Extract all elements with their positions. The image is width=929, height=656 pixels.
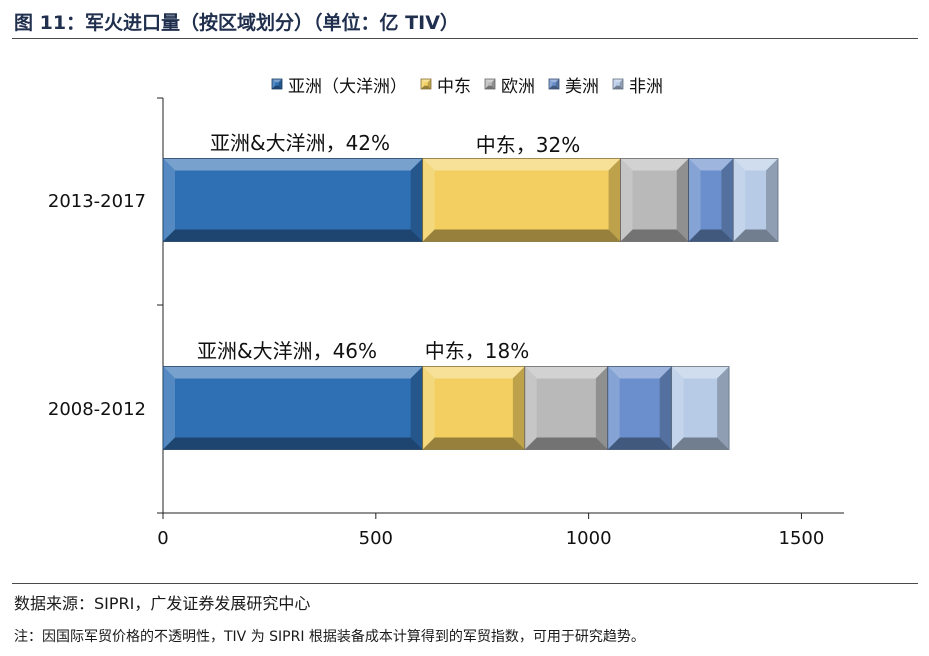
- x-tick-label: 500: [359, 528, 393, 549]
- y-category-label: 2008-2012: [48, 399, 146, 420]
- bar-segment: [162, 158, 424, 242]
- legend-swatch: [420, 78, 432, 90]
- y-category-label: 2013-2017: [48, 191, 146, 212]
- bar-segment: [524, 366, 609, 450]
- legend-label: 亚洲（大洋洲）: [288, 77, 407, 97]
- legend-swatch: [548, 78, 560, 90]
- data-source: 数据来源：SIPRI，广发证券发展研究中心: [14, 594, 311, 613]
- chart-title: 图 11：军火进口量（按区域划分）（单位：亿 TIV）: [14, 12, 459, 34]
- bar-segment: [620, 158, 690, 242]
- legend-swatch: [612, 78, 624, 90]
- bar-segment: [732, 158, 779, 242]
- bar-segment: [162, 366, 424, 450]
- legend-swatch: [484, 78, 496, 90]
- data-annotation: 中东，18%: [425, 339, 529, 363]
- footer-divider: [12, 583, 918, 584]
- bar-segment: [422, 158, 621, 242]
- bar-segment: [607, 366, 673, 450]
- legend-swatch: [271, 78, 283, 90]
- stacked-bar-chart: 0 500 1000 1500 2013-2017 2008-2012 亚洲（大洋洲） 中东 欧…: [48, 77, 844, 549]
- legend-label: 欧洲: [501, 77, 535, 97]
- x-tick-label: 0: [157, 528, 168, 549]
- title-divider: [12, 38, 918, 39]
- bar-segment: [688, 158, 734, 242]
- legend-label: 非洲: [629, 77, 663, 97]
- x-tick-label: 1000: [566, 528, 612, 549]
- legend-label: 美洲: [565, 77, 599, 97]
- bar-segment: [671, 366, 730, 450]
- legend-label: 中东: [437, 77, 471, 97]
- data-annotation: 亚洲&大洋洲，46%: [197, 339, 377, 363]
- data-annotation: 中东，32%: [476, 133, 580, 157]
- data-annotation: 亚洲&大洋洲，42%: [210, 131, 390, 155]
- bar-segment: [422, 366, 526, 450]
- x-tick-label: 1500: [779, 528, 825, 549]
- footnote: 注：因国际军贸价格的不透明性，TIV 为 SIPRI 根据装备成本计算得到的军贸…: [14, 629, 645, 645]
